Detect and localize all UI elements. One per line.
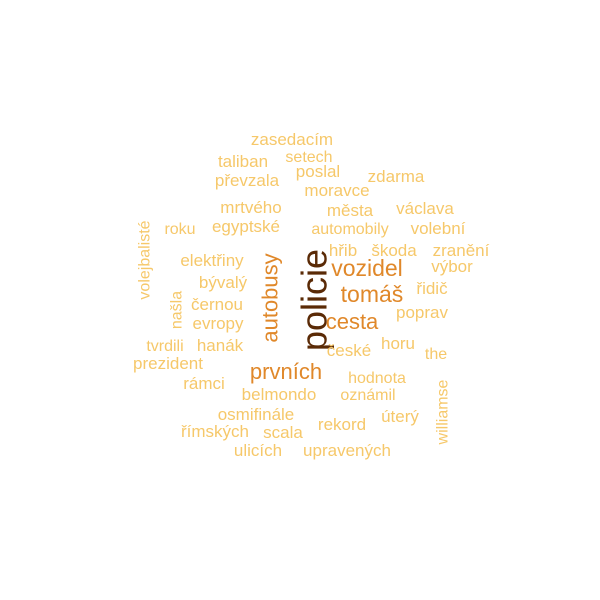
word-cloud-word: oznámil [340, 387, 395, 404]
word-cloud-word: egyptské [212, 217, 280, 236]
word-cloud-word: města [327, 201, 374, 220]
word-cloud-word: volejbalisté [137, 220, 154, 299]
word-cloud-word: taliban [218, 152, 268, 171]
word-cloud-word: škoda [371, 241, 417, 260]
word-cloud-word: římských [181, 422, 249, 441]
word-cloud-word: autobusy [258, 253, 283, 342]
word-cloud-word: převzala [215, 171, 280, 190]
word-cloud-word: hřib [329, 241, 357, 260]
word-cloud-word: václava [396, 199, 454, 218]
word-cloud-word: tvrdili [146, 338, 183, 355]
word-cloud-word: našla [169, 291, 186, 329]
word-cloud-word: české [327, 341, 371, 360]
word-cloud-word: automobily [311, 221, 388, 238]
word-cloud-word: elektřiny [180, 251, 244, 270]
word-cloud-word: ulicích [234, 441, 282, 460]
word-cloud-word: rekord [318, 415, 366, 434]
word-cloud-word: úterý [381, 407, 419, 426]
word-cloud-word: poslal [296, 162, 340, 181]
word-cloud-word: bývalý [199, 273, 248, 292]
word-cloud-word: zdarma [368, 167, 425, 186]
word-cloud-word: vozidel [331, 255, 403, 281]
word-cloud-word: the [425, 346, 447, 363]
word-cloud-word: prvních [250, 359, 322, 384]
word-cloud-word: hanák [197, 336, 244, 355]
word-cloud-word: setech [285, 149, 332, 166]
word-cloud-word: moravce [304, 181, 369, 200]
word-cloud-word: černou [191, 295, 243, 314]
word-cloud-word: policie [294, 249, 335, 351]
word-cloud-word: řidič [416, 279, 448, 298]
word-cloud-word: zasedacím [251, 130, 333, 149]
word-cloud-word: scala [263, 423, 303, 442]
word-cloud-word: hodnota [348, 370, 406, 387]
word-cloud-word: volební [411, 219, 466, 238]
word-cloud-word: prezident [133, 354, 203, 373]
word-cloud-word: výbor [431, 257, 473, 276]
word-cloud-word: zranění [433, 241, 490, 260]
word-cloud-word: tomáš [341, 281, 404, 307]
word-cloud-word: belmondo [242, 385, 317, 404]
word-cloud-word: poprav [396, 303, 448, 322]
word-cloud-word: cesta [326, 309, 379, 334]
word-cloud-word: osmifinále [218, 405, 295, 424]
word-cloud-word: horu [381, 334, 415, 353]
word-cloud-word: evropy [192, 314, 244, 333]
word-cloud-word: upravených [303, 441, 391, 460]
word-cloud-word: williamse [435, 379, 452, 445]
word-cloud-word: rámci [183, 374, 225, 393]
word-cloud-word: mrtvého [220, 198, 281, 217]
word-cloud-word: roku [164, 221, 195, 238]
